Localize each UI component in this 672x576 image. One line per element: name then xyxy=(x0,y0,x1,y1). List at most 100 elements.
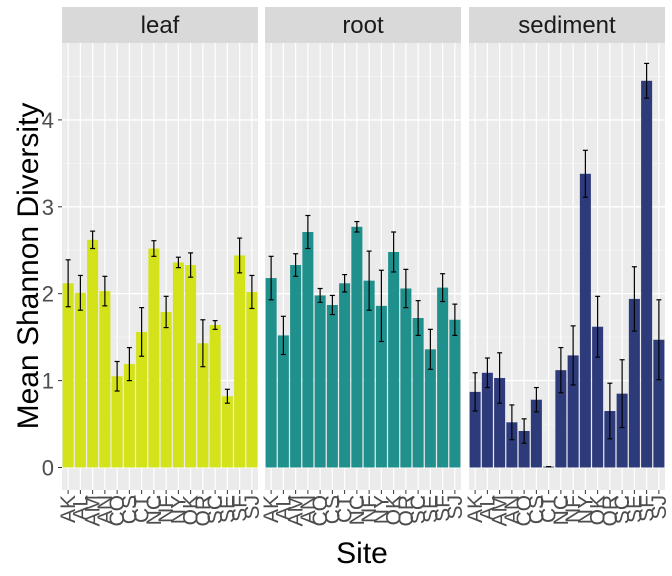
x-tick-label: AN xyxy=(94,495,117,524)
x-tick-label: SC xyxy=(204,495,227,524)
error-bar-leaf-CO xyxy=(114,360,120,392)
bar-sediment-SJ xyxy=(653,339,665,468)
x-tick-label: AM xyxy=(285,495,308,527)
error-bar-sediment-OK xyxy=(595,295,601,358)
error-bar-leaf-NC xyxy=(151,240,157,257)
x-tick-label: CT xyxy=(334,495,357,523)
bar-sediment-AL xyxy=(481,372,493,468)
x-tick-label: AN xyxy=(501,495,524,524)
bar-root-AM xyxy=(290,265,302,468)
error-bar-sediment-NY xyxy=(582,149,588,198)
x-tick-label: OR xyxy=(395,495,418,527)
bar-leaf-SC xyxy=(209,324,221,468)
error-bar-leaf-AN xyxy=(102,275,108,307)
bar-sediment-AN xyxy=(506,422,518,468)
error-bar-sediment-SE xyxy=(631,266,637,332)
facet-strip xyxy=(469,7,665,43)
error-bar-root-AK xyxy=(268,255,274,301)
x-tick-label: CS xyxy=(525,495,548,524)
error-bar-leaf-AM xyxy=(90,230,96,250)
y-tick-label: 1 xyxy=(42,369,54,394)
error-bar-root-OR xyxy=(403,268,409,309)
facet-strip-label: leaf xyxy=(141,12,180,39)
error-bar-sediment-SF xyxy=(644,62,650,99)
bar-sediment-OK xyxy=(592,326,604,468)
x-tick-label: SJ xyxy=(444,495,467,520)
bar-sediment-CS xyxy=(530,399,542,468)
error-bar-leaf-CS xyxy=(126,346,132,382)
bar-root-AK xyxy=(265,278,277,468)
x-tick-label: SF xyxy=(432,495,455,522)
x-tick-label: CS xyxy=(321,495,344,524)
x-tick-label: CO xyxy=(309,495,332,527)
bar-leaf-AL xyxy=(74,292,86,468)
bar-root-OK xyxy=(388,251,400,468)
bar-root-NY xyxy=(375,305,387,468)
error-bar-root-CT xyxy=(342,273,348,293)
x-tick-label: OK xyxy=(587,495,610,525)
facet-strip-label: root xyxy=(342,12,384,39)
x-tick-label: NC xyxy=(346,495,369,525)
error-bar-sediment-CS xyxy=(533,386,539,413)
bar-root-NC xyxy=(351,226,363,468)
x-tick-label: AL xyxy=(272,495,295,521)
x-tick-label: AK xyxy=(57,495,80,523)
bar-root-SJ xyxy=(449,319,461,468)
x-tick-label: NF xyxy=(358,495,381,523)
error-bar-sediment-AK xyxy=(472,372,478,412)
x-tick-label: SE xyxy=(419,495,442,523)
facet-strip xyxy=(265,7,461,43)
y-axis-title: Mean Shannon Diversity xyxy=(12,103,45,430)
error-bar-leaf-SE xyxy=(224,388,230,404)
x-tick-label: SE xyxy=(216,495,239,523)
x-tick-label: OK xyxy=(180,495,203,525)
bar-root-CT xyxy=(339,283,351,468)
x-tick-label: NF xyxy=(562,495,585,523)
error-bar-sediment-AM xyxy=(497,352,503,404)
x-tick-label: NF xyxy=(155,495,178,523)
x-tick-label: AM xyxy=(489,495,512,527)
error-bar-root-NY xyxy=(378,269,384,343)
error-bar-root-OK xyxy=(391,231,397,273)
bar-leaf-OR xyxy=(197,343,209,468)
error-bar-leaf-SC xyxy=(212,320,218,330)
bar-sediment-SF xyxy=(641,80,653,468)
x-axis-title: Site xyxy=(336,537,388,570)
error-bar-sediment-OR xyxy=(607,382,613,440)
x-tick-label: NY xyxy=(370,495,393,524)
bar-root-OR xyxy=(400,288,412,468)
error-bar-sediment-SJ xyxy=(656,299,662,381)
error-bar-sediment-AL xyxy=(484,357,490,389)
x-tick-label: CO xyxy=(513,495,536,527)
bar-leaf-SF xyxy=(234,255,246,468)
x-tick-label: OR xyxy=(192,495,215,527)
bar-leaf-NF xyxy=(160,311,172,468)
error-bar-root-CS xyxy=(329,294,335,316)
x-tick-label: NY xyxy=(574,495,597,524)
error-bar-leaf-NY xyxy=(175,256,181,269)
bar-sediment-NY xyxy=(579,173,591,468)
bar-root-SC xyxy=(412,318,424,468)
x-tick-label: CT xyxy=(538,495,561,523)
x-tick-label: CO xyxy=(106,495,129,527)
bar-sediment-NC xyxy=(555,370,567,468)
error-bar-leaf-OK xyxy=(188,252,194,278)
error-bar-root-SF xyxy=(440,273,446,303)
x-tick-label: SC xyxy=(407,495,430,524)
bar-leaf-AN xyxy=(99,291,111,468)
facet-strip-label: sediment xyxy=(518,12,616,39)
error-bar-root-SE xyxy=(427,328,433,370)
x-tick-label: SJ xyxy=(648,495,671,520)
x-tick-label: NC xyxy=(143,495,166,525)
y-tick-label: 2 xyxy=(42,282,54,307)
error-bar-root-AN xyxy=(305,214,311,250)
error-bar-root-AM xyxy=(293,253,299,277)
x-tick-label: AK xyxy=(464,495,487,523)
error-bar-sediment-CO xyxy=(521,418,527,444)
bar-root-NF xyxy=(363,280,375,468)
bar-root-CS xyxy=(326,304,338,468)
